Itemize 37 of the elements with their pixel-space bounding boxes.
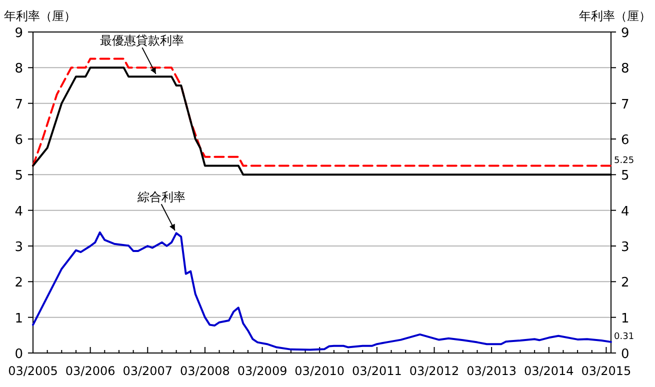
y2-tick-label: 9 <box>621 26 630 41</box>
y-tick-label: 5 <box>14 168 23 184</box>
annotation: 綜合利率 <box>136 190 186 204</box>
x-tick-label: 03/2009 <box>237 364 288 378</box>
y2-tick-label: 4 <box>621 204 630 220</box>
data-label: 5.25 <box>614 156 634 166</box>
y2-axis-title: 年利率（厘） <box>579 9 651 23</box>
y2-tick-label: 6 <box>621 133 630 148</box>
y-tick-label: 9 <box>14 26 23 41</box>
y2-tick-label: 3 <box>621 240 630 255</box>
x-tick-label: 03/2014 <box>524 364 574 378</box>
x-tick-label: 03/2011 <box>352 364 402 378</box>
y2-tick-label: 0 <box>621 347 630 362</box>
data-label: 0.31 <box>614 332 634 342</box>
y-tick-label: 1 <box>14 311 23 326</box>
x-tick-label: 03/2013 <box>466 364 517 378</box>
x-tick-label: 03/2007 <box>122 364 173 378</box>
y-tick-label: 0 <box>14 347 23 362</box>
y-tick-label: 6 <box>14 133 23 148</box>
y2-tick-label: 1 <box>621 311 630 326</box>
y-tick-label: 7 <box>14 97 23 112</box>
y-tick-label: 4 <box>14 204 23 220</box>
y2-tick-label: 8 <box>621 62 630 77</box>
y-axis-title: 年利率（厘） <box>4 9 76 23</box>
y2-tick-label: 2 <box>621 276 630 291</box>
x-tick-label: 03/2015 <box>581 364 632 378</box>
x-tick-label: 03/2012 <box>409 364 460 378</box>
x-tick-label: 03/2005 <box>8 364 58 378</box>
y2-tick-label: 5 <box>621 168 630 184</box>
y2-tick-label: 7 <box>621 97 630 112</box>
y-tick-label: 8 <box>14 62 23 77</box>
x-tick-label: 03/2006 <box>65 364 116 378</box>
y-tick-label: 3 <box>14 240 23 255</box>
x-tick-label: 03/2008 <box>180 364 230 378</box>
x-tick-label: 03/2010 <box>294 364 345 378</box>
annotation: 最優惠貸款利率 <box>100 34 184 48</box>
y-tick-label: 2 <box>14 276 23 291</box>
